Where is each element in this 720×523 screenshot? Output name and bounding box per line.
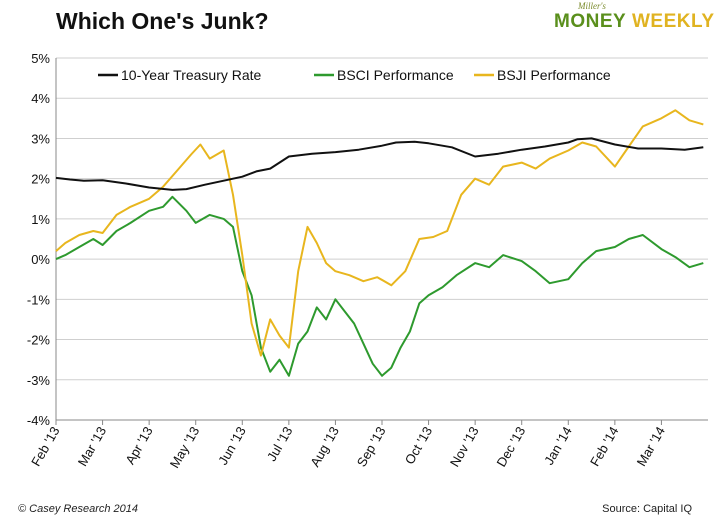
x-tick-label: Jan '14 (541, 424, 575, 467)
x-tick-label: Feb '14 (587, 424, 621, 469)
money-weekly-logo: Miller's MONEY WEEKLY (548, 1, 716, 41)
y-tick-label: 4% (31, 91, 50, 106)
x-tick-label: Nov '13 (447, 424, 482, 469)
y-tick-label: 5% (31, 51, 50, 66)
x-axis: Feb '13 Mar '13 Apr '13 May '13 Jun '13 Jul '… (28, 419, 708, 471)
x-tick-label: Feb '13 (28, 424, 62, 469)
source-text: Source: Capital IQ (602, 503, 692, 515)
y-tick-label: 2% (31, 172, 50, 187)
chart-series (55, 109, 704, 377)
x-tick-label: Oct '13 (402, 424, 435, 467)
y-tick-label: 0% (31, 252, 50, 267)
y-tick-label: 1% (31, 212, 50, 227)
x-tick-label: Aug '13 (307, 424, 342, 469)
chart-gridlines (56, 57, 708, 421)
y-tick-label: -4% (27, 413, 51, 428)
legend-label: BSCI Performance (337, 67, 454, 83)
chart-title: Which One's Junk? (56, 8, 269, 34)
x-tick-label: Jul '13 (264, 424, 296, 464)
x-tick-label: Mar '14 (634, 424, 668, 469)
series-line-10-year-treasury-rate (55, 137, 704, 191)
chart-legend: 10-Year Treasury Rate BSCI Performance BSJ… (98, 67, 611, 83)
y-tick-label: 3% (31, 131, 50, 146)
logo-weekly-text: WEEKLY (632, 11, 715, 32)
legend-label: BSJI Performance (497, 67, 611, 83)
y-tick-label: -2% (27, 333, 51, 348)
x-tick-label: Dec '13 (493, 424, 528, 469)
x-tick-label: Apr '13 (122, 424, 155, 467)
y-tick-label: -1% (27, 292, 51, 307)
x-tick-label: May '13 (167, 424, 203, 471)
logo-money-text: MONEY (554, 11, 627, 32)
y-tick-label: -3% (27, 373, 51, 388)
legend-label: 10-Year Treasury Rate (121, 67, 262, 83)
x-tick-label: Jun '13 (215, 424, 249, 467)
logo-millers-text: Miller's (578, 1, 606, 11)
y-axis: 5% 4% 3% 2% 1% 0% -1% -2% -3% -4% (27, 51, 57, 428)
x-tick-label: Sep '13 (354, 424, 389, 469)
x-tick-label: Mar '13 (75, 424, 109, 469)
series-line-bsji-performance (55, 109, 704, 357)
copyright-text: © Casey Research 2014 (18, 503, 139, 515)
series-line-bsci-performance (55, 195, 704, 377)
